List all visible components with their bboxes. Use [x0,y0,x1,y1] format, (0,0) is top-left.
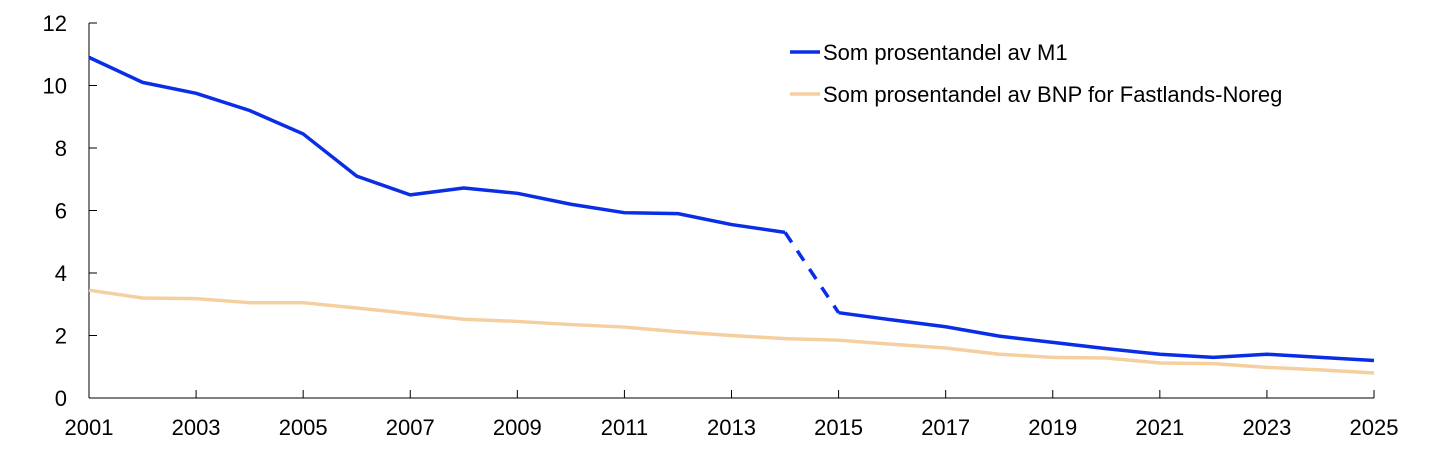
y-tick-label: 0 [55,386,67,411]
series-line-bnp [88,288,1375,375]
x-tick-label: 2003 [172,415,221,440]
y-tick-label: 2 [55,324,67,349]
x-tick-label: 2005 [279,415,328,440]
x-tick-label: 2021 [1135,415,1184,440]
x-tick-label: 2017 [921,415,970,440]
x-tick-label: 2023 [1242,415,1291,440]
series-line-m1-break [783,231,841,314]
x-tick-label: 2001 [65,415,114,440]
x-tick-label: 2007 [386,415,435,440]
x-tick-label: 2015 [814,415,863,440]
y-tick-label: 12 [43,11,67,36]
x-tick-label: 2011 [601,415,648,440]
series-line-m1 [88,55,786,235]
y-tick-label: 10 [43,74,67,99]
legend: Som prosentandel av M1 Som prosentandel a… [790,40,1282,107]
series-line-m1 [838,310,1375,363]
legend-label: Som prosentandel av BNP for Fastlands-No… [823,82,1282,107]
series-layer [88,55,1375,375]
y-tick-label: 6 [55,199,67,224]
legend-label: Som prosentandel av M1 [823,40,1068,65]
x-tick-label: 2013 [707,415,756,440]
x-tick-label: 2025 [1350,415,1399,440]
x-tick-label: 2019 [1028,415,1077,440]
y-tick-label: 8 [55,136,67,161]
y-tick-label: 4 [55,261,67,286]
axes: 0 2 4 6 8 10 12 2001 2003 2005 2007 2009 2011 2013 201… [43,11,1399,440]
x-tick-label: 2009 [493,415,542,440]
